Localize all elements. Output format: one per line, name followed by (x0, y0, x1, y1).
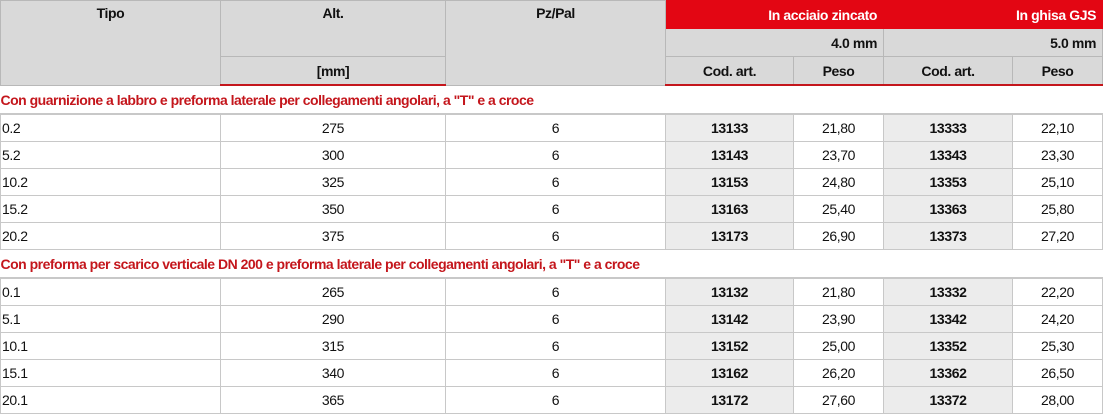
cell-tipo: 5.2 (0, 141, 221, 169)
cell-peso-ghisa: 25,10 (1012, 168, 1104, 196)
cell-tipo: 15.1 (0, 359, 221, 387)
cell-cod-ghisa: 13343 (883, 141, 1014, 169)
cell-alt: 325 (220, 168, 446, 196)
cell-peso-acciaio: 26,20 (792, 359, 885, 387)
cell-cod-ghisa: 13363 (883, 195, 1014, 223)
cell-peso-acciaio: 25,40 (792, 195, 885, 223)
cell-cod-acciaio: 13132 (665, 277, 794, 306)
cell-alt: 365 (220, 386, 446, 414)
header-tipo: Tipo (0, 0, 221, 86)
table-row: 5.1 290 6 13142 23,90 13342 24,20 (0, 305, 1104, 333)
cell-peso-acciaio: 21,80 (792, 113, 885, 142)
cell-peso-ghisa: 25,30 (1012, 332, 1104, 360)
cell-cod-ghisa: 13352 (883, 332, 1014, 360)
cell-peso-ghisa: 22,20 (1012, 277, 1104, 306)
cell-alt: 265 (220, 277, 446, 306)
cell-cod-acciaio: 13163 (665, 195, 794, 223)
cell-cod-acciaio: 13172 (665, 386, 794, 414)
section-header: Con preforma per scarico verticale DN 20… (0, 249, 1103, 279)
table-row: 20.2 375 6 13173 26,90 13373 27,20 (0, 222, 1104, 250)
header-thickness-ghisa: 5.0 mm (883, 28, 1104, 57)
cell-peso-acciaio: 21,80 (792, 277, 885, 306)
cell-cod-acciaio: 13153 (665, 168, 794, 196)
cell-peso-ghisa: 25,80 (1012, 195, 1104, 223)
cell-pz-pal: 6 (445, 332, 666, 360)
cell-cod-ghisa: 13373 (883, 222, 1014, 250)
table-row: 10.2 325 6 13153 24,80 13353 25,10 (0, 168, 1104, 196)
cell-pz-pal: 6 (445, 305, 666, 333)
cell-pz-pal: 6 (445, 195, 666, 223)
cell-peso-acciaio: 27,60 (792, 386, 885, 414)
table-row: 10.1 315 6 13152 25,00 13352 25,30 (0, 332, 1104, 360)
table-row: 20.1 365 6 13172 27,60 13372 28,00 (0, 386, 1104, 414)
cell-alt: 350 (220, 195, 446, 223)
cell-tipo: 0.1 (0, 277, 221, 306)
cell-alt: 340 (220, 359, 446, 387)
cell-alt: 275 (220, 113, 446, 142)
section-title: Con preforma per scarico verticale DN 20… (0, 249, 1103, 279)
table-row: 5.2 300 6 13143 23,70 13343 23,30 (0, 141, 1104, 169)
cell-alt: 300 (220, 141, 446, 169)
cell-tipo: 10.2 (0, 168, 221, 196)
section-title: Con guarnizione a labbro e preforma late… (0, 85, 1103, 115)
cell-cod-acciaio: 13173 (665, 222, 794, 250)
cell-tipo: 0.2 (0, 113, 221, 142)
header-group-acciaio: In acciaio zincato (664, 0, 885, 29)
header-thickness-acciaio: 4.0 mm (664, 28, 885, 57)
cell-cod-acciaio: 13143 (665, 141, 794, 169)
cell-peso-ghisa: 24,20 (1012, 305, 1104, 333)
header-peso-1: Peso (792, 56, 885, 86)
header-cod-1: Cod. art. (665, 56, 794, 86)
cell-peso-acciaio: 25,00 (792, 332, 885, 360)
cell-tipo: 20.2 (0, 222, 221, 250)
cell-pz-pal: 6 (445, 141, 666, 169)
cell-cod-ghisa: 13353 (883, 168, 1014, 196)
cell-cod-acciaio: 13142 (665, 305, 794, 333)
cell-cod-ghisa: 13362 (883, 359, 1014, 387)
table-row: 0.2 275 6 13133 21,80 13333 22,10 (0, 113, 1104, 142)
header-peso-2: Peso (1012, 56, 1104, 86)
cell-alt: 375 (220, 222, 446, 250)
cell-pz-pal: 6 (445, 168, 666, 196)
cell-cod-ghisa: 13342 (883, 305, 1014, 333)
cell-peso-ghisa: 26,50 (1012, 359, 1104, 387)
cell-pz-pal: 6 (445, 359, 666, 387)
cell-tipo: 15.2 (0, 195, 221, 223)
cell-tipo: 20.1 (0, 386, 221, 414)
cell-peso-ghisa: 22,10 (1012, 113, 1104, 142)
table-row: 15.1 340 6 13162 26,20 13362 26,50 (0, 359, 1104, 387)
cell-peso-ghisa: 27,20 (1012, 222, 1104, 250)
cell-cod-acciaio: 13162 (665, 359, 794, 387)
cell-cod-ghisa: 13372 (883, 386, 1014, 414)
section-header: Con guarnizione a labbro e preforma late… (0, 85, 1103, 115)
cell-peso-acciaio: 23,90 (792, 305, 885, 333)
header-alt-unit: [mm] (220, 56, 446, 86)
cell-tipo: 10.1 (0, 332, 221, 360)
header-alt: Alt. (220, 0, 446, 57)
table-row: 15.2 350 6 13163 25,40 13363 25,80 (0, 195, 1104, 223)
cell-pz-pal: 6 (445, 113, 666, 142)
cell-peso-acciaio: 26,90 (792, 222, 885, 250)
cell-alt: 315 (220, 332, 446, 360)
cell-cod-acciaio: 13152 (665, 332, 794, 360)
header-cod-2: Cod. art. (883, 56, 1014, 86)
cell-cod-acciaio: 13133 (665, 113, 794, 142)
cell-pz-pal: 6 (445, 222, 666, 250)
cell-peso-ghisa: 28,00 (1012, 386, 1104, 414)
cell-tipo: 5.1 (0, 305, 221, 333)
table-row: 0.1 265 6 13132 21,80 13332 22,20 (0, 277, 1104, 306)
cell-peso-acciaio: 23,70 (792, 141, 885, 169)
cell-cod-ghisa: 13332 (883, 277, 1014, 306)
cell-cod-ghisa: 13333 (883, 113, 1014, 142)
header-pz-pal: Pz/Pal (445, 0, 666, 86)
header-group-ghisa: In ghisa GJS (883, 0, 1104, 29)
cell-peso-acciaio: 24,80 (792, 168, 885, 196)
cell-pz-pal: 6 (445, 277, 666, 306)
cell-peso-ghisa: 23,30 (1012, 141, 1104, 169)
cell-alt: 290 (220, 305, 446, 333)
cell-pz-pal: 6 (445, 386, 666, 414)
